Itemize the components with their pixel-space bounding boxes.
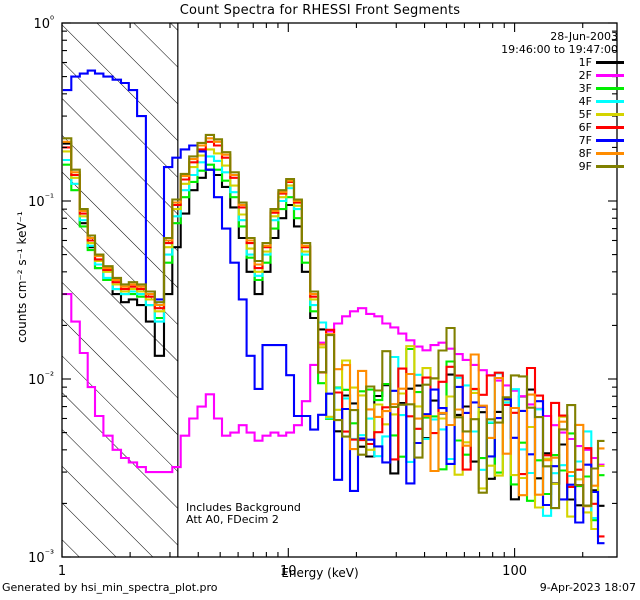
- plot-annotation: Includes Background Att A0, FDecim 2: [186, 502, 301, 526]
- y-tick-label: 10⁻¹: [28, 193, 54, 210]
- legend-label: 9F: [578, 160, 592, 173]
- legend-label: 8F: [578, 147, 592, 160]
- series-line-8f: [62, 137, 605, 508]
- legend-swatch: [596, 100, 624, 103]
- legend-swatch: [596, 126, 624, 129]
- legend: 1F 2F 3F 4F 5F 6F 7F 8F 9F: [579, 56, 624, 173]
- legend-label: 5F: [578, 108, 592, 121]
- axes-group: [61, 22, 618, 558]
- legend-swatch: [596, 61, 624, 64]
- observation-interval: 19:46:00 to 19:47:00: [501, 43, 618, 56]
- legend-swatch: [596, 152, 624, 155]
- legend-label: 7F: [578, 134, 592, 147]
- series-group: [62, 69, 605, 545]
- series-line-9f: [62, 133, 605, 510]
- observation-date: 28-Jun-2003: [550, 30, 618, 43]
- legend-swatch: [596, 113, 624, 116]
- legend-label: 1F: [578, 56, 592, 69]
- legend-item-9f: 9F: [579, 160, 624, 173]
- legend-item-5f: 5F: [579, 108, 624, 121]
- observation-date-block: 28-Jun-2003 19:46:00 to 19:47:00: [501, 30, 618, 56]
- x-axis-label: Energy (keV): [281, 566, 359, 580]
- legend-label: 4F: [578, 95, 592, 108]
- series-line-1f: [62, 142, 605, 507]
- y-tick-label: 10⁰: [33, 15, 54, 32]
- legend-label: 3F: [578, 82, 592, 95]
- y-tick-label: 10⁻³: [28, 549, 54, 566]
- legend-swatch: [596, 87, 624, 90]
- legend-item-8f: 8F: [579, 147, 624, 160]
- legend-swatch: [596, 74, 624, 77]
- y-axis-label-wrap: counts cm⁻² s⁻¹ keV⁻¹: [0, 0, 29, 600]
- legend-item-2f: 2F: [579, 69, 624, 82]
- x-tick-label: 10: [280, 564, 297, 579]
- footer-generator: Generated by hsi_min_spectra_plot.pro: [2, 581, 218, 594]
- y-tick-label: 10⁻²: [28, 371, 54, 388]
- annotation-line-2: Att A0, FDecim 2: [186, 513, 279, 526]
- legend-item-3f: 3F: [579, 82, 624, 95]
- annotation-line-1: Includes Background: [186, 501, 301, 514]
- legend-label: 6F: [578, 121, 592, 134]
- legend-swatch: [596, 165, 624, 168]
- x-tick-label: 1: [58, 564, 66, 579]
- legend-item-7f: 7F: [579, 134, 624, 147]
- x-tick-label: 100: [502, 564, 527, 579]
- tick-labels: 1 10 100 10⁰ 10⁻¹ 10⁻² 10⁻³: [28, 15, 527, 579]
- series-line-5f: [62, 148, 605, 531]
- series-line-6f: [62, 140, 605, 538]
- y-axis-label: counts cm⁻² s⁻¹ keV⁻¹: [15, 211, 29, 343]
- legend-swatch: [596, 139, 624, 142]
- page-title: Count Spectra for RHESSI Front Segments: [179, 3, 461, 18]
- legend-label: 2F: [578, 69, 592, 82]
- legend-item-1f: 1F: [579, 56, 624, 69]
- footer-timestamp: 9-Apr-2023 18:07: [539, 581, 636, 594]
- legend-item-4f: 4F: [579, 95, 624, 108]
- legend-item-6f: 6F: [579, 121, 624, 134]
